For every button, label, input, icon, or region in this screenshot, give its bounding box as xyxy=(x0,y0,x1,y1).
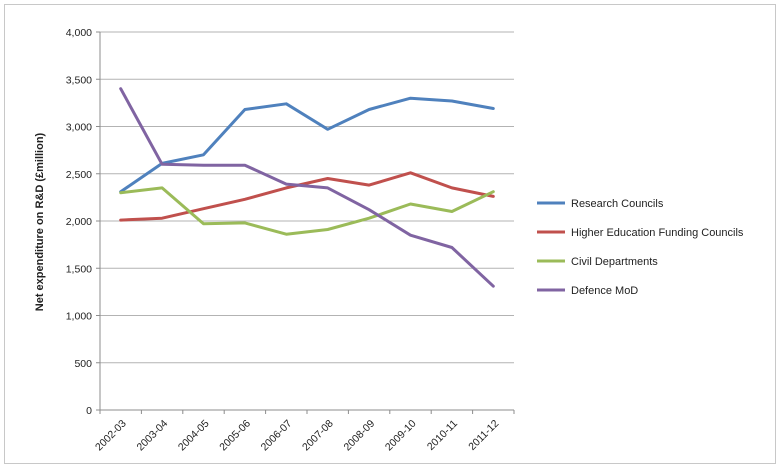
x-tick-label: 2003-04 xyxy=(134,418,170,454)
y-tick-label: 4,000 xyxy=(66,27,92,39)
y-tick-label: 0 xyxy=(86,405,92,417)
axes xyxy=(96,31,515,414)
x-tick-label: 2010-11 xyxy=(425,418,460,453)
legend: Research Councils Higher Education Fundin… xyxy=(537,198,744,297)
x-tick-label: 2006-07 xyxy=(259,418,295,454)
y-tick-label: 3,000 xyxy=(66,122,92,134)
legend-label: Higher Education Funding Councils xyxy=(571,227,744,239)
y-tick-label: 2,500 xyxy=(66,169,92,181)
y-axis-title: Net expenditure on R&D (£million) xyxy=(34,132,46,311)
x-tick-label: 2011-12 xyxy=(466,418,501,453)
chart-container: 0 500 1,000 1,500 2,000 2,500 3,000 3,500 4,000 … xyxy=(4,4,776,464)
legend-label: Defence MoD xyxy=(571,285,638,297)
x-tick-label: 2004-05 xyxy=(176,418,212,454)
line-chart: 05001,0001,5002,0002,5003,0003,5004,000 … xyxy=(34,27,744,454)
x-tick-label: 2008-09 xyxy=(341,418,377,454)
gridlines xyxy=(100,31,514,364)
series-lines xyxy=(119,87,495,288)
y-tick-label: 1,000 xyxy=(66,311,92,323)
series-line-research-councils xyxy=(119,96,495,194)
legend-label: Research Councils xyxy=(571,198,664,210)
series-line-civil-departments xyxy=(119,186,495,236)
y-tick-labels: 0 500 1,000 1,500 2,000 2,500 3,000 3,500 4,000 xyxy=(66,27,92,417)
legend-label: Civil Departments xyxy=(571,256,658,268)
y-tick-label: 1,500 xyxy=(66,263,92,275)
x-tick-label: 2002-03 xyxy=(93,418,129,454)
y-tick-label: 2,000 xyxy=(66,216,92,228)
series-line-defence-mod xyxy=(119,87,495,288)
y-tick-label: 500 xyxy=(74,358,92,370)
x-tick-label: 2009-10 xyxy=(383,418,419,454)
y-tick-label: 3,500 xyxy=(66,74,92,86)
x-tick-labels: 2002-03 2003-04 2004-05 2005-06 2006-07 2007-… xyxy=(93,418,501,454)
x-tick-label: 2007-08 xyxy=(300,418,336,454)
x-tick-label: 2005-06 xyxy=(217,418,253,454)
series-line-higher-education-funding-councils xyxy=(119,171,495,222)
